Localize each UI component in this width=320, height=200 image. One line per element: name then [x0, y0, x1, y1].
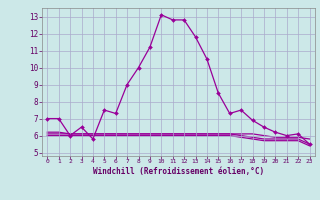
X-axis label: Windchill (Refroidissement éolien,°C): Windchill (Refroidissement éolien,°C) [93, 167, 264, 176]
